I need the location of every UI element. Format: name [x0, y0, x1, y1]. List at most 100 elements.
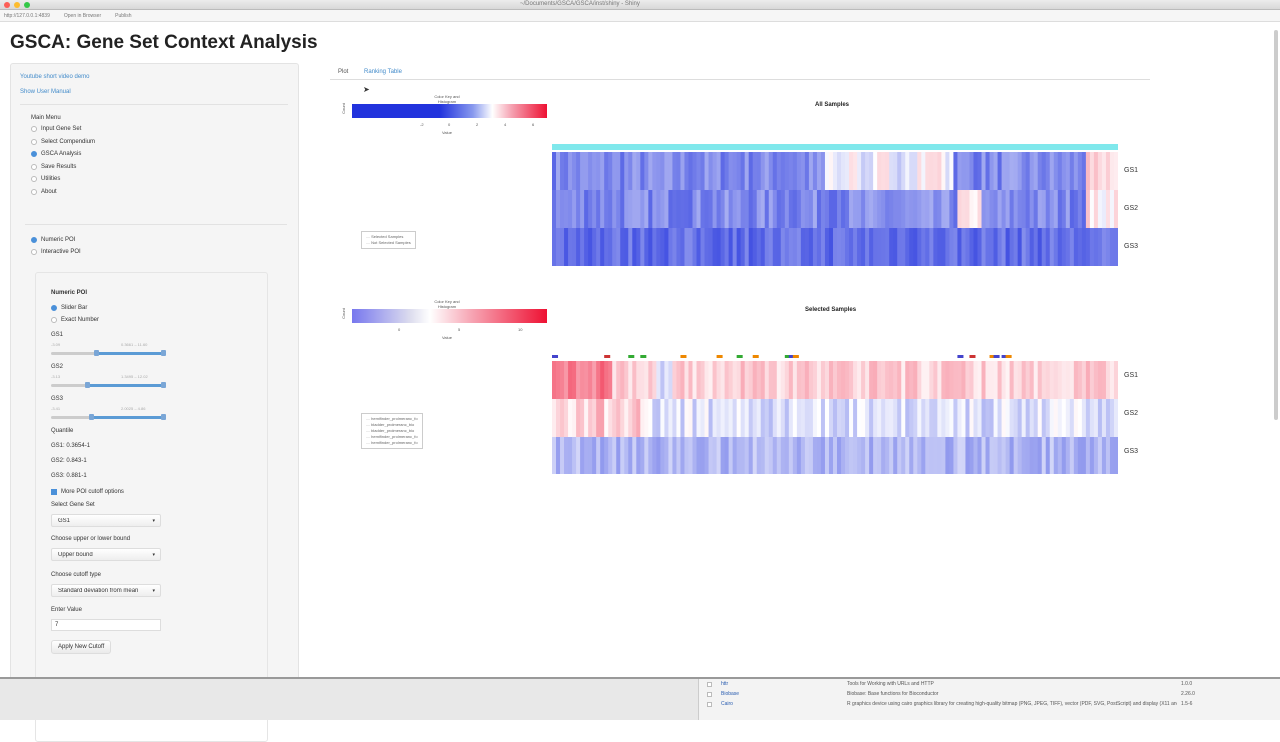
radio-interactive-poi[interactable]: [31, 249, 37, 255]
package-checkbox[interactable]: [707, 682, 712, 687]
heatmap-cell: [1113, 152, 1118, 190]
heatmap-cell: [1033, 190, 1039, 228]
heatmap-cell: [877, 399, 882, 437]
heatmap-cell: [1049, 228, 1055, 266]
heatmap-cell: [1053, 437, 1059, 474]
bound-select[interactable]: Upper bound ▾: [51, 548, 161, 561]
sample-group-marker: [736, 355, 743, 358]
minimize-window-button[interactable]: [14, 2, 20, 8]
slider-low-handle[interactable]: [85, 382, 91, 388]
heatmap-cell: [752, 190, 758, 228]
heatmap-cell: [780, 190, 786, 228]
youtube-demo-link[interactable]: Youtube short video demo: [20, 74, 90, 80]
heatmap-cell: [736, 190, 742, 228]
heatmap-cell: [560, 361, 565, 399]
input-mode-label[interactable]: Exact Number: [61, 317, 100, 323]
poi-mode-label[interactable]: Interactive POI: [41, 249, 81, 255]
heatmap-cell: [776, 152, 782, 190]
heatmap-cell: [1001, 190, 1007, 228]
radio-exact-number[interactable]: [51, 317, 57, 323]
heatmap-cell: [889, 228, 894, 266]
range-slider-gs3[interactable]: [51, 414, 166, 420]
sample-group-marker: [792, 355, 799, 358]
package-checkbox[interactable]: [707, 702, 712, 707]
heatmap-row-label: GS1: [1124, 372, 1139, 379]
heatmap-cell: [885, 228, 890, 266]
heatmap-cell: [812, 437, 818, 474]
radio-numeric-poi[interactable]: [31, 237, 37, 243]
menu-item-label[interactable]: Select Compendium: [41, 138, 96, 145]
heatmap-cell: [724, 361, 730, 399]
tab-ranking-table[interactable]: Ranking Table: [364, 69, 402, 75]
user-manual-link[interactable]: Show User Manual: [20, 89, 71, 95]
tab-plot[interactable]: Plot: [338, 69, 349, 75]
menu-item-label[interactable]: About: [41, 188, 57, 195]
package-name-link[interactable]: Cairo: [721, 701, 733, 707]
menu-item-label[interactable]: Input Gene Set: [41, 126, 82, 132]
heatmap-cell: [616, 437, 621, 474]
heatmap-cell: [989, 152, 995, 190]
heatmap-cell: [636, 152, 641, 190]
heatmap-cell: [917, 190, 922, 228]
heatmap-cell: [949, 437, 955, 474]
radio-gsca-analysis[interactable]: [31, 151, 37, 157]
heatmap-cell: [756, 152, 762, 190]
heatmap-cell: [993, 190, 999, 228]
package-name-link[interactable]: httr: [721, 681, 729, 687]
more-options-label[interactable]: More POI cutoff options: [61, 489, 124, 495]
apply-cutoff-button[interactable]: Apply New Cutoff: [51, 640, 112, 654]
heatmap-cell: [849, 361, 854, 399]
package-name-link[interactable]: Biobase: [721, 691, 740, 697]
slider-high-handle[interactable]: [161, 414, 166, 420]
radio-utilities[interactable]: [31, 176, 37, 182]
heatmap-cell: [965, 399, 971, 437]
heatmap-cell: [672, 190, 678, 228]
cutoff-value-input[interactable]: 7: [51, 619, 161, 631]
heatmap-cell: [1085, 399, 1091, 437]
heatmap-cell: [993, 152, 999, 190]
scrollbar[interactable]: [1274, 30, 1278, 420]
input-mode-label[interactable]: Slider Bar: [61, 305, 88, 311]
gene-set-select[interactable]: GS1 ▾: [51, 514, 161, 527]
zoom-window-button[interactable]: [24, 2, 30, 8]
package-checkbox[interactable]: [707, 692, 712, 697]
heatmap-cell: [865, 361, 870, 399]
heatmap-cell: [893, 190, 898, 228]
heatmap-cell: [1049, 152, 1055, 190]
heatmap-cell: [656, 437, 661, 474]
heatmap-cell: [768, 152, 774, 190]
poi-mode-label[interactable]: Numeric POI: [41, 237, 76, 243]
radio-about[interactable]: [31, 188, 37, 195]
slider-low-handle[interactable]: [88, 414, 94, 420]
heatmap-cell: [1101, 152, 1107, 190]
radio-input-gene-set[interactable]: [31, 126, 37, 132]
slider-high-handle[interactable]: [161, 350, 166, 356]
radio-select-compendium[interactable]: [31, 138, 37, 145]
slider-high-handle[interactable]: [161, 382, 166, 388]
heatmap-cell: [820, 399, 826, 437]
heatmap-cell: [1105, 361, 1111, 399]
slider-low-handle[interactable]: [94, 350, 100, 356]
heatmap-cell: [812, 152, 818, 190]
cutoff-type-select[interactable]: Standard deviation from mean ▾: [51, 584, 161, 597]
color-key-tick: 0: [398, 327, 401, 332]
range-slider-gs1[interactable]: [51, 350, 166, 356]
range-slider-gs2[interactable]: [51, 382, 166, 388]
close-window-button[interactable]: [4, 2, 10, 8]
radio-save-results[interactable]: [31, 163, 37, 170]
heatmap-cell: [1005, 361, 1011, 399]
publish-button[interactable]: Publish: [115, 13, 132, 19]
radio-slider-bar[interactable]: [51, 305, 57, 311]
open-in-browser-button[interactable]: Open in Browser: [63, 13, 102, 19]
more-options-checkbox[interactable]: [51, 489, 57, 495]
menu-item-label[interactable]: GSCA Analysis: [41, 151, 82, 157]
heatmap-row-label: GS3: [1124, 243, 1139, 250]
heatmap-cell: [640, 190, 645, 228]
menu-item-label[interactable]: Utilities: [41, 176, 61, 182]
heatmap-cell: [648, 228, 653, 266]
select-value: Upper bound: [58, 552, 93, 558]
menu-item-label[interactable]: Save Results: [41, 163, 77, 170]
heatmap-cell: [933, 437, 938, 474]
heatmap-cell: [945, 399, 950, 437]
heatmap-cell: [877, 190, 882, 228]
